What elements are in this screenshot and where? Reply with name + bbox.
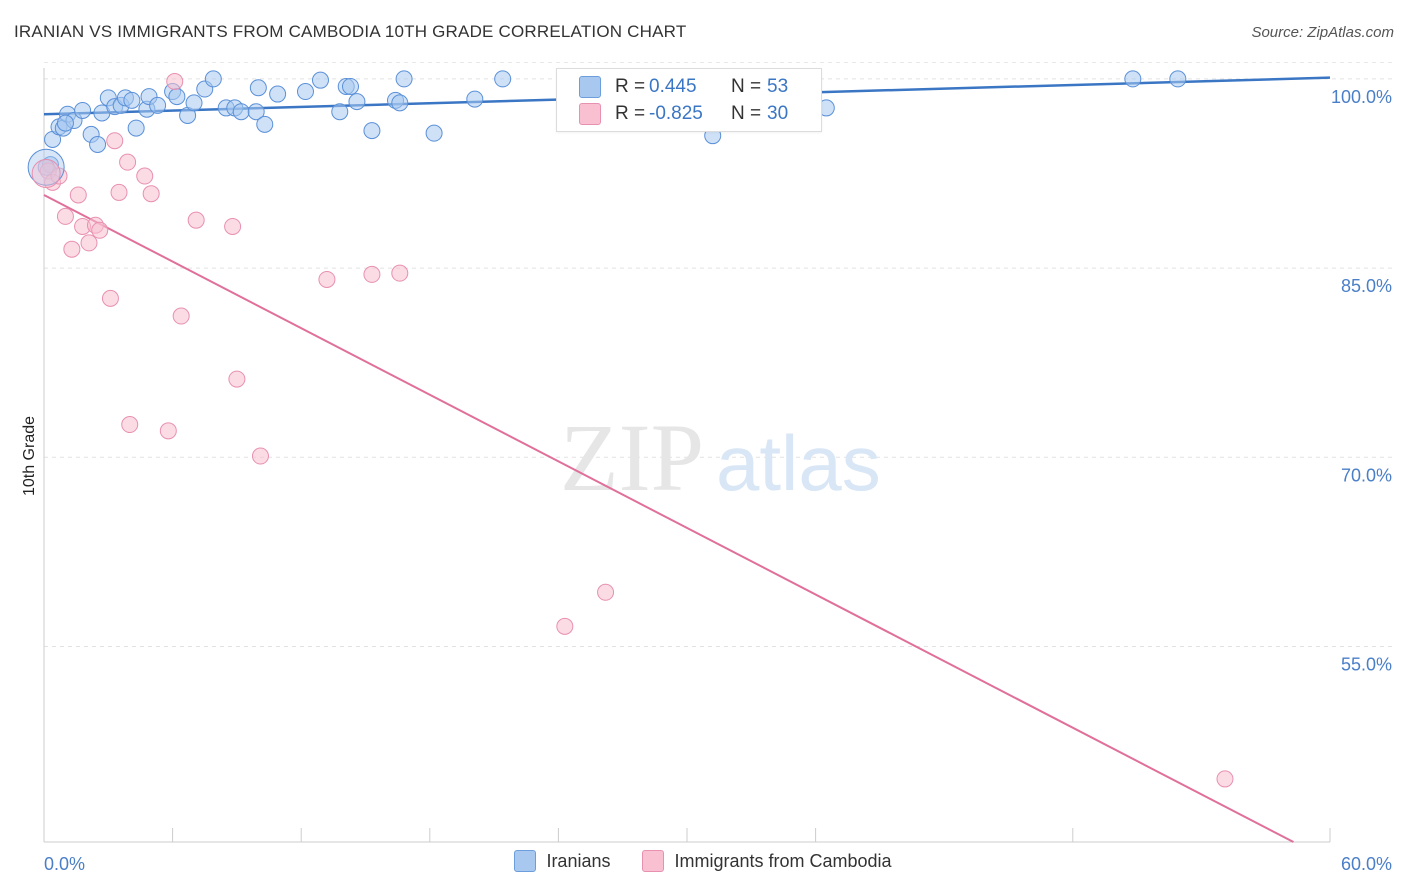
legend-row-iranians: R = 0.445 N = 53 bbox=[579, 74, 788, 100]
legend-row-cambodia: R = -0.825 N = 30 bbox=[579, 101, 788, 127]
x-tick-labels: 0.0% 60.0% bbox=[44, 854, 1392, 874]
point-iranians bbox=[348, 93, 366, 111]
r-label: R = bbox=[615, 76, 646, 97]
legend-label-cambodia: Immigrants from Cambodia bbox=[674, 850, 892, 871]
point-iranians bbox=[466, 90, 484, 108]
r-label: R = bbox=[615, 103, 646, 124]
point-iranians bbox=[331, 103, 349, 121]
n-label: N = bbox=[731, 76, 762, 97]
point-iranians bbox=[204, 70, 222, 88]
point-cambodia bbox=[142, 185, 160, 203]
point-cambodia bbox=[597, 583, 615, 601]
point-cambodia bbox=[56, 207, 74, 225]
point-cambodia bbox=[69, 186, 87, 204]
point-iranians bbox=[311, 71, 329, 89]
r-value: 0.445 bbox=[649, 76, 697, 97]
point-iranians bbox=[249, 79, 267, 97]
point-cambodia bbox=[228, 370, 246, 388]
point-iranians bbox=[89, 136, 107, 154]
y-tick-label: 100.0% bbox=[1331, 87, 1392, 107]
watermark-zip: ZIP bbox=[560, 404, 704, 511]
point-iranians bbox=[341, 77, 359, 95]
point-cambodia bbox=[106, 132, 124, 150]
point-iranians bbox=[395, 70, 413, 88]
x-tick-label-min: 0.0% bbox=[44, 854, 85, 874]
point-iranians bbox=[168, 88, 186, 106]
point-iranians bbox=[1124, 70, 1142, 88]
point-iranians bbox=[27, 148, 65, 186]
legend-swatch-pink bbox=[579, 103, 601, 125]
point-iranians bbox=[391, 94, 409, 112]
data-points bbox=[27, 70, 1234, 788]
point-cambodia bbox=[318, 270, 336, 288]
point-cambodia bbox=[110, 183, 128, 201]
point-iranians bbox=[363, 122, 381, 140]
point-iranians bbox=[74, 101, 92, 119]
point-cambodia bbox=[556, 617, 574, 635]
point-iranians bbox=[494, 70, 512, 88]
point-cambodia bbox=[91, 221, 109, 239]
y-axis-label: 10th Grade bbox=[21, 416, 38, 496]
point-iranians bbox=[269, 85, 287, 103]
point-cambodia bbox=[1216, 770, 1234, 788]
point-cambodia bbox=[251, 447, 269, 465]
point-iranians bbox=[127, 119, 145, 137]
y-tick-labels: 55.0% 70.0% 85.0% 100.0% bbox=[1331, 87, 1392, 675]
point-cambodia bbox=[119, 153, 137, 171]
point-cambodia bbox=[172, 307, 190, 325]
y-tick-label: 70.0% bbox=[1341, 465, 1392, 485]
series-legend: Iranians Immigrants from Cambodia bbox=[0, 850, 1406, 872]
point-iranians bbox=[185, 94, 203, 112]
y-tick-label: 85.0% bbox=[1341, 276, 1392, 296]
legend-item-iranians: Iranians bbox=[514, 850, 610, 872]
n-value: 53 bbox=[767, 76, 789, 97]
legend-swatch-iranians bbox=[514, 850, 537, 872]
point-iranians bbox=[256, 115, 274, 133]
point-cambodia bbox=[391, 264, 409, 282]
r-value: -0.825 bbox=[649, 103, 703, 124]
axes bbox=[43, 68, 1331, 843]
point-cambodia bbox=[363, 265, 381, 283]
point-cambodia bbox=[187, 211, 205, 229]
watermark: ZIP atlas bbox=[560, 404, 881, 511]
source-label: Source: ZipAtlas.com bbox=[1251, 24, 1394, 41]
legend-swatch-blue bbox=[579, 76, 601, 98]
n-label: N = bbox=[731, 103, 762, 124]
point-cambodia bbox=[80, 234, 98, 252]
chart-title: IRANIAN VS IMMIGRANTS FROM CAMBODIA 10TH… bbox=[14, 22, 687, 41]
legend-swatch-cambodia bbox=[642, 850, 665, 872]
point-cambodia bbox=[121, 416, 139, 434]
point-cambodia bbox=[166, 72, 184, 90]
point-cambodia bbox=[63, 240, 81, 258]
point-iranians bbox=[149, 96, 167, 114]
grid-lines bbox=[44, 62, 1392, 647]
trend-line-cambodia bbox=[43, 194, 1294, 843]
legend-label-iranians: Iranians bbox=[546, 850, 611, 871]
point-iranians bbox=[296, 83, 314, 101]
point-cambodia bbox=[31, 159, 61, 189]
n-value: 30 bbox=[767, 103, 789, 124]
point-cambodia bbox=[159, 422, 177, 440]
point-iranians bbox=[1169, 70, 1187, 88]
point-iranians bbox=[247, 103, 265, 121]
correlation-legend: R = 0.445 N = 53 R = -0.825 N = 30 bbox=[556, 68, 822, 132]
x-tick-label-max: 60.0% bbox=[1341, 854, 1392, 874]
point-cambodia bbox=[224, 217, 242, 235]
legend-item-cambodia: Immigrants from Cambodia bbox=[642, 850, 892, 872]
y-tick-label: 55.0% bbox=[1341, 655, 1392, 675]
watermark-atlas: atlas bbox=[716, 419, 881, 507]
point-iranians bbox=[56, 114, 74, 132]
point-iranians bbox=[425, 124, 443, 142]
point-iranians bbox=[232, 103, 250, 121]
point-iranians bbox=[123, 91, 141, 109]
point-cambodia bbox=[101, 289, 119, 307]
point-cambodia bbox=[136, 167, 154, 185]
